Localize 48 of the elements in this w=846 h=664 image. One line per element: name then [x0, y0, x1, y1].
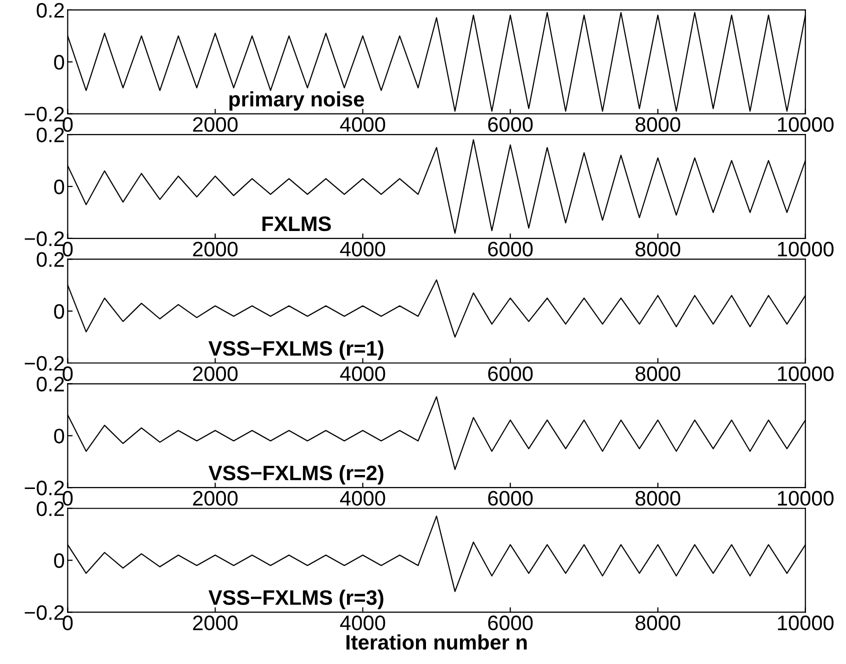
- y-tick-label: 0: [54, 54, 64, 70]
- y-tick-label: −0.2: [24, 605, 64, 620]
- x-tick-label: 4000: [340, 366, 386, 382]
- y-tick-label: 0: [54, 553, 64, 568]
- x-tick-label: 6000: [488, 117, 533, 132]
- annotation: VSS−FXLMS (r=3): [208, 590, 384, 610]
- x-tick-label: 4000: [340, 117, 386, 132]
- line-series: [68, 12, 806, 112]
- annotation: FXLMS: [262, 216, 331, 232]
- annotation: primary noise: [229, 91, 364, 111]
- annotation: VSS−FXLMS (r=1): [208, 340, 384, 360]
- x-tick-label: 10000: [778, 490, 834, 506]
- x-tick-label: 8000: [636, 242, 680, 256]
- x-tick-label: 2000: [193, 616, 238, 630]
- line-series: [68, 139, 806, 234]
- y-tick-label: −0.2: [24, 106, 64, 122]
- x-tick-label: 8000: [636, 366, 680, 382]
- y-tick-label: 0.2: [36, 376, 64, 392]
- y-tick-label: −0.2: [24, 231, 64, 246]
- y-tick-label: 0.2: [36, 2, 64, 18]
- x-tick-label: 10000: [778, 242, 834, 256]
- x-tick-label: 8000: [636, 117, 680, 132]
- y-tick-label: 0.2: [36, 501, 64, 516]
- annotation: VSS−FXLMS (r=2): [208, 465, 384, 484]
- x-tick-label: 6000: [488, 366, 533, 382]
- x-axis-title: Iteration number n: [346, 634, 527, 650]
- x-tick-label: 8000: [636, 490, 680, 506]
- x-tick-label: 2000: [193, 490, 238, 506]
- y-tick-label: −0.2: [24, 480, 64, 496]
- y-tick-label: 0: [54, 179, 64, 194]
- x-tick-label: 4000: [340, 242, 386, 256]
- y-tick-label: 0: [54, 428, 64, 444]
- x-tick-label: 4000: [340, 616, 386, 630]
- x-tick-label: 10000: [778, 117, 834, 132]
- y-tick-label: 0.2: [36, 128, 64, 142]
- x-tick-label: 10000: [778, 616, 834, 630]
- x-tick-label: 2000: [193, 242, 238, 256]
- x-tick-label: 6000: [488, 490, 533, 506]
- x-tick-label: 2000: [193, 366, 238, 382]
- x-tick-label: 6000: [488, 242, 533, 256]
- y-tick-label: −0.2: [24, 356, 64, 371]
- x-tick-label: 8000: [636, 616, 680, 630]
- y-tick-label: 0.2: [36, 252, 64, 267]
- x-tick-label: 10000: [778, 366, 834, 382]
- x-tick-label: 4000: [340, 490, 386, 506]
- x-tick-label: 2000: [193, 117, 238, 132]
- x-tick-label: 6000: [488, 616, 533, 630]
- y-tick-label: 0: [54, 304, 64, 319]
